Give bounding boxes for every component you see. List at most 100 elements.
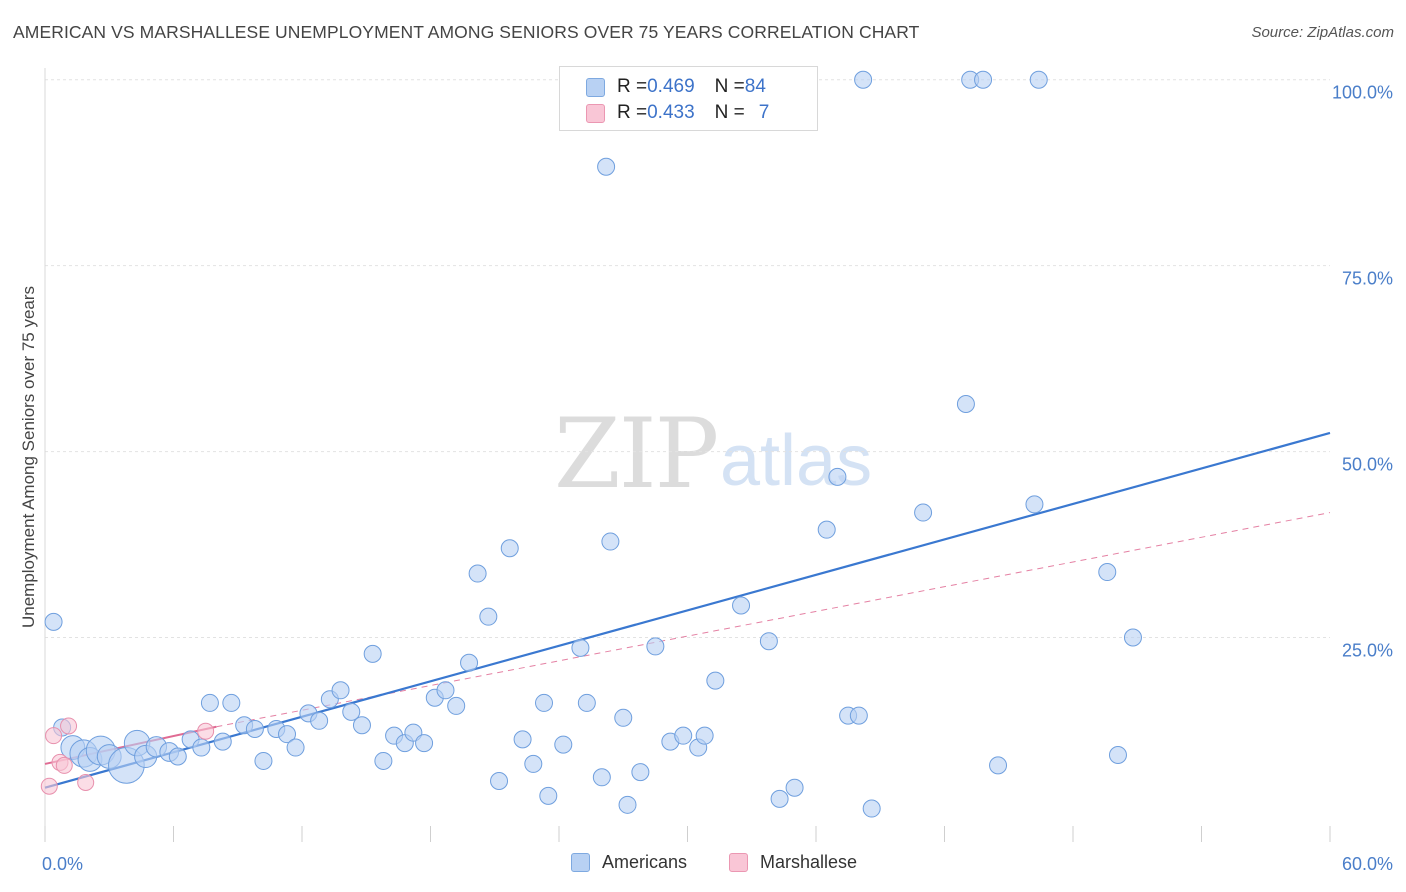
americans-point-35	[415, 734, 434, 753]
americans-point-54	[614, 708, 633, 727]
americans-point-14	[192, 738, 211, 757]
americans-point-61	[695, 726, 714, 745]
marshallese-point-5	[77, 774, 95, 792]
americans-point-72	[854, 70, 873, 89]
americans-point-15	[200, 693, 219, 712]
americans-point-56	[631, 763, 650, 782]
americans-point-69	[828, 467, 847, 486]
marshallese-trend-dashed	[216, 512, 1331, 728]
legend-row-marshallese: R = 0.433 N = 7	[586, 101, 769, 125]
legend-item-americans[interactable]: Americans	[571, 852, 687, 873]
americans-point-78	[989, 756, 1008, 775]
americans-point-81	[1098, 563, 1117, 582]
marshallese-swatch	[586, 103, 605, 123]
marshallese-legend-label: Marshallese	[760, 852, 858, 872]
americans-point-23	[286, 738, 305, 757]
americans-point-77	[974, 70, 993, 89]
americans-point-74	[914, 503, 933, 522]
americans-swatch	[586, 77, 605, 97]
americans-point-51	[592, 768, 611, 787]
grid-lines	[45, 79, 1330, 638]
axes	[44, 68, 1331, 842]
americans-point-45	[524, 754, 543, 773]
marshallese-point-1	[45, 727, 63, 745]
americans-point-59	[674, 726, 693, 745]
tick-labels: 25.0% 50.0% 75.0% 100.0% 0.0% 60.0%	[42, 83, 1393, 874]
marshallese-point-3	[55, 756, 73, 774]
americans-point-20	[254, 751, 273, 770]
americans-point-68	[817, 520, 836, 539]
americans-point-27	[331, 681, 350, 700]
americans-n-value: 84	[744, 76, 766, 97]
marshallese-legend-swatch	[729, 853, 748, 872]
marshallese-r-label: R =	[617, 102, 648, 123]
series-legend: Americans Marshallese	[0, 852, 1406, 876]
x-tick-label-0: 0.0%	[42, 854, 83, 874]
americans-point-66	[770, 789, 789, 808]
marshallese-point-4	[60, 717, 78, 735]
legend-item-marshallese[interactable]: Marshallese	[729, 852, 857, 873]
americans-point-19	[245, 719, 264, 738]
marshallese-n-label: N =	[714, 102, 745, 123]
source-label: Source: ZipAtlas.com	[1251, 24, 1394, 41]
americans-point-52	[597, 157, 616, 176]
americans-point-65	[759, 632, 778, 651]
americans-point-25	[310, 711, 329, 730]
americans-point-80	[1025, 495, 1044, 514]
americans-point-49	[571, 638, 590, 657]
legend-row-americans: R = 0.469 N = 84	[586, 75, 766, 99]
y-tick-label-50: 50.0%	[1342, 455, 1393, 475]
americans-point-44	[513, 730, 532, 749]
americans-point-0	[44, 612, 63, 631]
americans-point-62	[706, 671, 725, 690]
americans-n-label: N =	[714, 76, 745, 97]
americans-point-31	[374, 751, 393, 770]
americans-point-17	[222, 693, 241, 712]
americans-point-75	[956, 394, 975, 413]
americans-point-40	[468, 564, 487, 583]
watermark-atlas: atlas	[720, 421, 873, 501]
americans-point-38	[447, 696, 466, 715]
americans-point-55	[618, 795, 637, 814]
americans-point-48	[554, 735, 573, 754]
americans-point-12	[168, 747, 187, 766]
americans-point-46	[535, 693, 554, 712]
watermark-zip: ZIP	[554, 398, 719, 510]
americans-point-42	[490, 772, 509, 791]
americans-point-22	[278, 725, 297, 744]
marshallese-r-value: 0.433	[647, 102, 695, 123]
y-tick-label-100: 100.0%	[1332, 83, 1393, 103]
americans-point-47	[539, 786, 558, 805]
americans-point-53	[601, 532, 620, 551]
stats-legend: R = 0.469 N = 84 R = 0.433 N = 7	[559, 66, 818, 131]
americans-point-57	[646, 637, 665, 656]
americans-point-83	[1123, 628, 1142, 647]
americans-r-value: 0.469	[647, 76, 695, 97]
x-tick-label-60: 60.0%	[1342, 854, 1393, 874]
americans-point-28	[342, 702, 361, 721]
americans-point-37	[436, 681, 455, 700]
americans-legend-swatch	[571, 853, 590, 872]
americans-point-82	[1108, 745, 1127, 764]
americans-point-63	[732, 596, 751, 615]
americans-point-29	[352, 716, 371, 735]
americans-point-73	[862, 799, 881, 818]
americans-point-16	[213, 732, 232, 751]
marshallese-point-6	[197, 722, 215, 740]
americans-point-67	[785, 778, 804, 797]
y-tick-label-25: 25.0%	[1342, 640, 1393, 660]
americans-point-79	[1029, 70, 1048, 89]
americans-r-label: R =	[617, 76, 648, 97]
y-axis-label: Unemployment Among Seniors over 75 years	[19, 286, 38, 628]
americans-point-43	[500, 539, 519, 558]
y-tick-label-75: 75.0%	[1342, 269, 1393, 289]
americans-point-41	[479, 607, 498, 626]
americans-point-39	[460, 653, 479, 672]
americans-point-30	[363, 644, 382, 663]
americans-point-50	[577, 693, 596, 712]
americans-point-71	[849, 706, 868, 725]
americans-legend-label: Americans	[602, 852, 688, 872]
marshallese-n-value: 7	[758, 102, 770, 123]
chart-title: AMERICAN VS MARSHALLESE UNEMPLOYMENT AMO…	[13, 22, 920, 42]
